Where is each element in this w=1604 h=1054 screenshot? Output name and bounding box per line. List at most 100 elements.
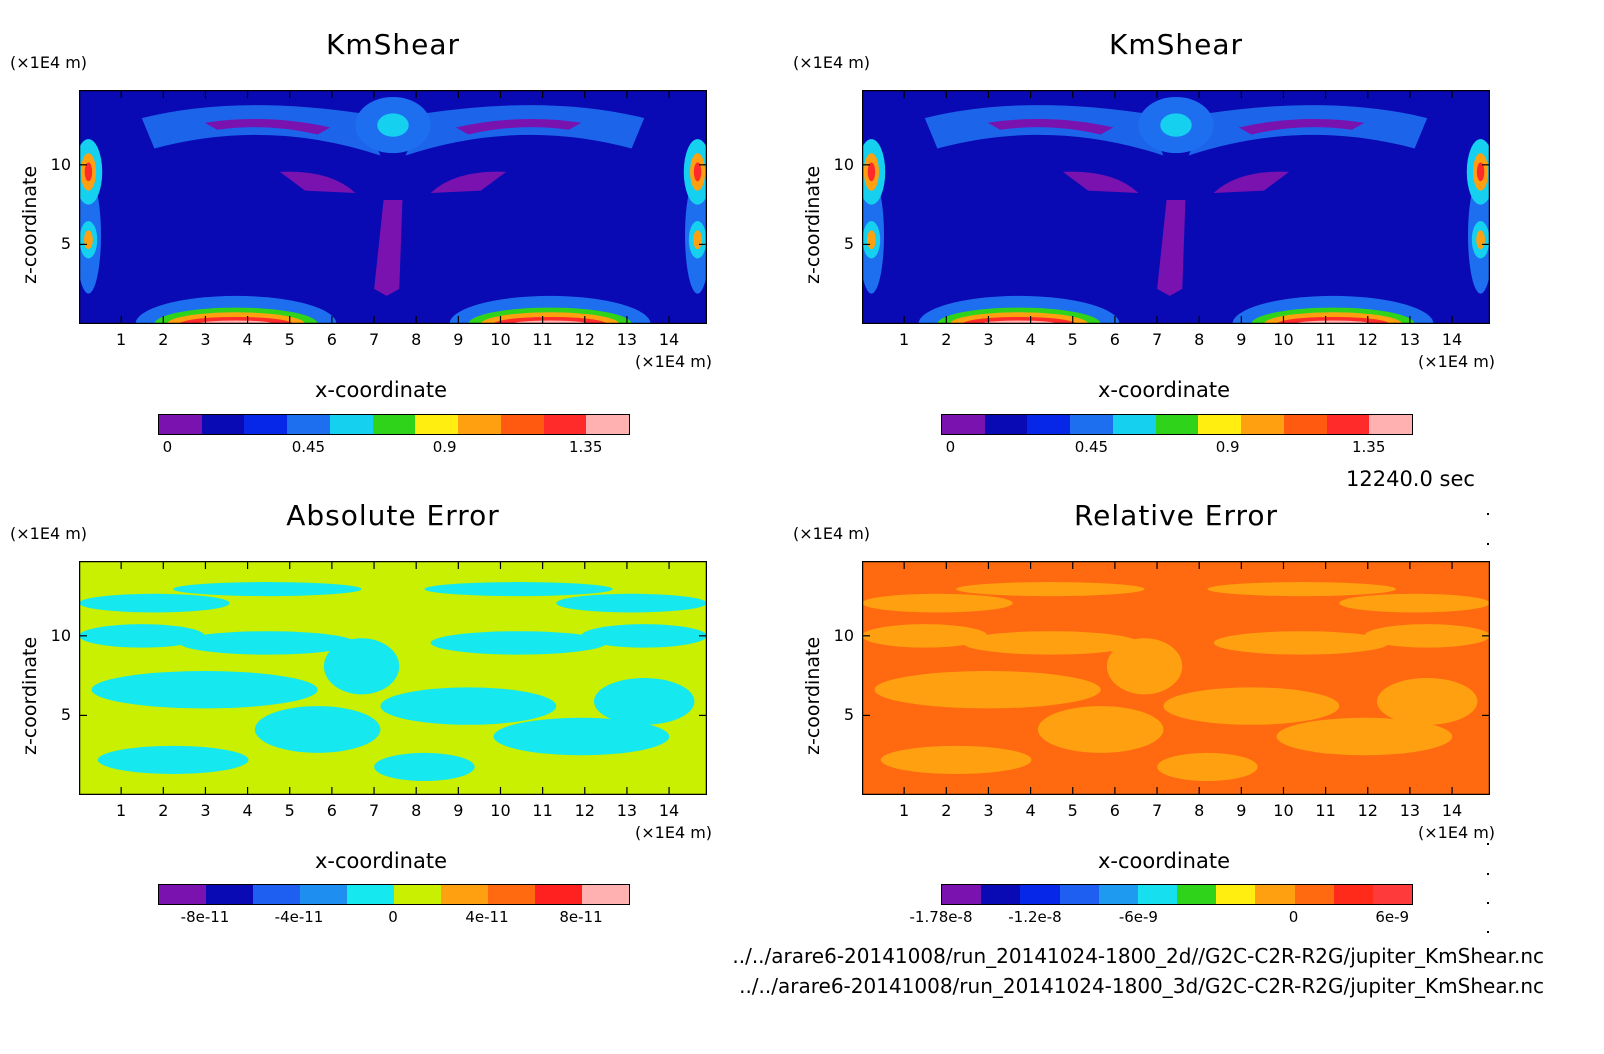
panel-1-xtick-label: 10 <box>490 330 511 349</box>
panel-2-colorbar-swatch <box>1369 415 1413 434</box>
panel-3-colorbar-swatch <box>488 885 535 904</box>
panel-4-plot <box>862 561 1490 795</box>
field-contour <box>1062 171 1139 193</box>
panel-4-colorbar-swatch <box>1098 885 1138 904</box>
panel-4-xtick-label: 5 <box>1067 801 1078 820</box>
field-contour <box>874 670 1101 709</box>
file-path: ../../arare6-20141008/run_20141024-1800_… <box>739 974 1544 998</box>
panel-2-colorbar-swatch <box>984 415 1028 434</box>
panel-1-colorbar-swatch <box>159 415 202 434</box>
panel-4-xtick-label: 6 <box>1109 801 1120 820</box>
panel-1-xtick-label: 11 <box>532 330 553 349</box>
panel-2-z-unit: (×1E4 m) <box>793 53 871 72</box>
panel-4-colorbar-label: 0 <box>1288 908 1299 926</box>
panel-4-xtick-label: 11 <box>1315 801 1336 820</box>
panel-4-xtick-label: 8 <box>1194 801 1205 820</box>
panel-3-xtick-label: 5 <box>284 801 295 820</box>
panel-3-ztick-label: 10 <box>50 625 71 645</box>
panel-3-colorbar-swatch <box>300 885 347 904</box>
field-contour <box>204 119 331 135</box>
panel-2-xtick-label: 2 <box>941 330 952 349</box>
field-contour <box>1188 105 1428 156</box>
panel-1-ztick-label: 10 <box>50 154 71 174</box>
field-contour <box>91 670 318 709</box>
panel-2-colorbar-swatch <box>1198 415 1242 434</box>
panel-4-xtick-label: 13 <box>1399 801 1421 820</box>
panel-4-z-unit: (×1E4 m) <box>793 524 871 543</box>
field-contour <box>377 113 409 137</box>
panel-3-title: Absolute Error <box>286 499 500 532</box>
panel-3-colorbar-label: 8e-11 <box>559 908 603 926</box>
panel-2-xtick-label: 10 <box>1273 330 1294 349</box>
panel-2-colorbar-swatch <box>1027 415 1071 434</box>
panel-2-xtick-label: 7 <box>1151 330 1163 349</box>
panel-2-colorbar-swatch <box>1112 415 1156 434</box>
panel-3-plot <box>79 561 707 795</box>
field-contour <box>1213 171 1290 193</box>
field-contour <box>1163 687 1340 725</box>
panel-4-ylabel: z-coordinate <box>802 636 824 755</box>
panel-2-colorbar-swatch <box>1070 415 1113 434</box>
field-contour <box>323 638 400 695</box>
panel-3-xtick-label: 12 <box>574 801 595 820</box>
panel-2-xtick-label: 12 <box>1357 330 1378 349</box>
panel-1-colorbar-label: 0.45 <box>291 438 326 456</box>
panel-4-colorbar-swatch <box>1216 885 1256 904</box>
panel-3-colorbar-label: 0 <box>388 908 398 926</box>
panel-2-xtick-label: 8 <box>1194 330 1205 349</box>
panel-3-xtick-label: 13 <box>616 801 638 820</box>
panel-4-colorbar-label: 6e-9 <box>1375 908 1410 926</box>
panel-1-z-unit: (×1E4 m) <box>10 53 88 72</box>
time-label: 12240.0 sec <box>1346 467 1475 491</box>
panel-4-colorbar-swatch <box>1372 885 1413 904</box>
panel-4-colorbar-swatch <box>981 885 1021 904</box>
field-contour <box>405 105 645 156</box>
panel-4-ztick-label: 10 <box>833 625 854 645</box>
field-contour <box>867 162 876 182</box>
panel-3-xtick-label: 4 <box>242 801 253 820</box>
panel-1-colorbar <box>158 414 630 435</box>
panel-4-xtick-label: 4 <box>1025 801 1036 820</box>
panel-1-xtick-label: 8 <box>411 330 422 349</box>
field-contour <box>374 199 403 296</box>
panel-4-colorbar-swatch <box>1177 885 1217 904</box>
panel-2-colorbar-label: 0.45 <box>1074 438 1109 456</box>
panel-3-colorbar-swatch <box>441 885 488 904</box>
panel-1-xlabel: x-coordinate <box>315 378 448 402</box>
panel-1-xtick-label: 4 <box>242 330 253 349</box>
panel-2-colorbar-label: 0 <box>945 438 956 456</box>
panel-1-xtick-label: 3 <box>200 330 211 349</box>
panel-1-xtick-label: 1 <box>116 330 127 349</box>
panel-4-ztick-label: 5 <box>843 705 854 725</box>
panel-4-colorbar-swatch <box>1294 885 1334 904</box>
field-contour <box>79 624 205 648</box>
panel-3-colorbar-swatch <box>394 885 441 904</box>
field-contour <box>1476 162 1485 182</box>
field-contour <box>867 230 876 250</box>
field-contour <box>1157 752 1258 781</box>
panel-1-xtick-label: 5 <box>284 330 295 349</box>
panel-1-xtick-label: 2 <box>158 330 169 349</box>
panel-3-xtick-label: 8 <box>411 801 422 820</box>
panel-1-xtick-label: 9 <box>453 330 464 349</box>
panel-1-xtick-label: 12 <box>574 330 595 349</box>
field-contour <box>380 687 557 725</box>
field-contour <box>173 582 362 597</box>
panel-3-frame <box>79 561 707 795</box>
field-contour <box>84 230 93 250</box>
panel-1-colorbar-label: 0.9 <box>432 438 457 456</box>
field-contour <box>1157 199 1186 296</box>
panel-2-frame <box>862 90 1490 324</box>
panel-3-xtick-label: 6 <box>326 801 337 820</box>
panel-1-colorbar-swatch <box>543 415 587 434</box>
panel-2-ylabel: z-coordinate <box>802 165 824 284</box>
panel-2-colorbar-swatch <box>1326 415 1370 434</box>
field-contour <box>374 752 475 781</box>
panel-1-colorbar-swatch <box>329 415 373 434</box>
panel-1-xtick-label: 14 <box>658 330 680 349</box>
panel-3-colorbar-swatch <box>253 885 300 904</box>
panel-4-colorbar-swatch <box>1255 885 1295 904</box>
panel-4-colorbar <box>941 884 1413 905</box>
field-contour <box>987 119 1114 135</box>
panel-3-xtick-label: 3 <box>200 801 211 820</box>
